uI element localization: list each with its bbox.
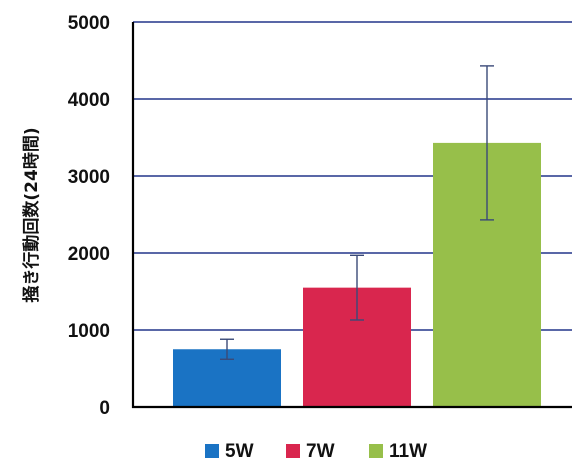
legend-label-7w: 7W — [306, 441, 335, 462]
y-tick-label-5000: 5000 — [68, 13, 110, 34]
legend-swatch-11w — [369, 444, 383, 458]
legend: 5W 7W 11W — [205, 441, 427, 462]
bars — [173, 142, 541, 407]
y-tick-label-3000: 3000 — [68, 167, 110, 188]
y-axis-title: 掻き行動回数(24時間) — [21, 127, 42, 302]
y-tick-label-2000: 2000 — [68, 244, 110, 265]
y-tick-labels: 0 1000 2000 3000 4000 5000 — [68, 13, 110, 419]
y-tick-label-4000: 4000 — [68, 90, 110, 111]
error-bars — [220, 65, 494, 360]
axes — [131, 22, 572, 409]
legend-swatch-5w — [205, 444, 219, 458]
legend-swatch-7w — [286, 444, 300, 458]
y-tick-label-1000: 1000 — [68, 321, 110, 342]
legend-label-5w: 5W — [225, 441, 254, 462]
y-tick-label-0: 0 — [99, 398, 110, 419]
legend-label-11w: 11W — [389, 441, 427, 462]
